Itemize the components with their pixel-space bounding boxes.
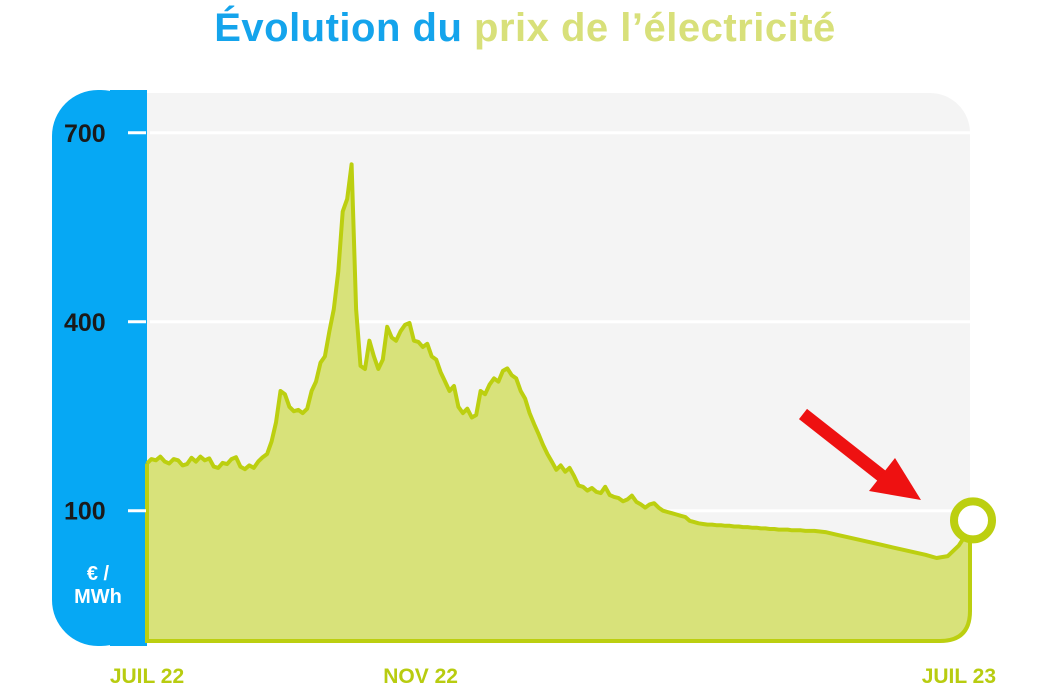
unit-label-mwh: MWh <box>74 586 122 608</box>
chart-title: Évolution du prix de l’électricité <box>0 4 1050 52</box>
y-tick-label-100: 100 <box>64 498 106 526</box>
x-ticks: JUIL 22 NOV 22 JUIL 23 <box>110 665 996 688</box>
unit-label-euro: € / <box>87 563 110 585</box>
title-part-green: prix de l’électricité <box>474 6 836 50</box>
price-line <box>145 162 972 560</box>
area-series <box>145 162 972 643</box>
title-part-blue: Évolution du <box>214 6 463 50</box>
x-tick-label-1: NOV 22 <box>383 665 458 688</box>
area-fill <box>147 164 970 642</box>
area-outline <box>145 463 972 643</box>
y-ticks: 100 400 700 <box>64 120 146 526</box>
y-axis-band-right-edge <box>110 90 147 646</box>
latest-value-marker <box>950 497 996 544</box>
x-tick-label-2: JUIL 23 <box>922 665 996 688</box>
y-tick-label-700: 700 <box>64 120 106 148</box>
down-arrow-icon <box>798 408 921 500</box>
y-tick-label-400: 400 <box>64 309 106 337</box>
x-tick-label-0: JUIL 22 <box>110 665 184 688</box>
